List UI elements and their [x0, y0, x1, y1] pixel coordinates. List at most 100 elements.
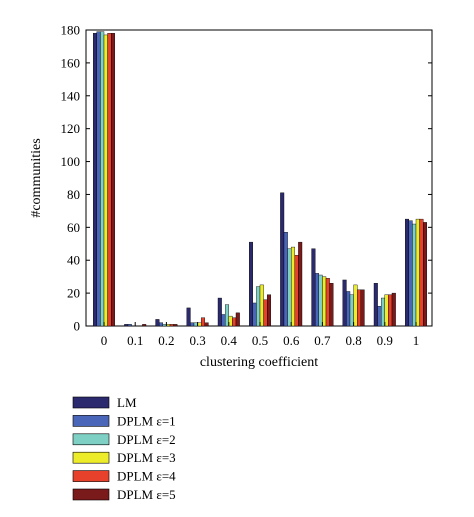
legend-swatch [72, 451, 110, 464]
bar-lm-0.8 [342, 279, 347, 327]
bar-dplm-ε=3-0.9 [384, 294, 389, 327]
x-tick-label: 0.1 [127, 333, 143, 348]
bar-dplm-ε=4-0 [107, 33, 112, 327]
legend-label: DPLM ε=5 [117, 487, 176, 502]
bars-group [92, 31, 428, 327]
bar-dplm-ε=1-0.7 [315, 273, 320, 327]
y-tick-label: 120 [61, 121, 81, 136]
y-tick-label: 20 [67, 286, 80, 301]
x-tick-label: 0.8 [345, 333, 361, 348]
y-tick-label: 180 [61, 23, 81, 38]
legend-label: DPLM ε=4 [117, 469, 176, 484]
bar-dplm-ε=5-0.3 [204, 322, 209, 327]
legend-label: LM [117, 395, 137, 410]
bar-dplm-ε=4-0.7 [325, 278, 330, 327]
bar-lm-0.5 [248, 241, 253, 327]
bar-dplm-ε=2-0.7 [318, 274, 323, 327]
y-tick-label: 80 [67, 187, 80, 202]
bar-dplm-ε=5-0.8 [360, 289, 365, 327]
bar-dplm-ε=5-1 [423, 222, 428, 327]
y-tick-label: 60 [67, 220, 80, 235]
bar-dplm-ε=3-0.3 [197, 322, 202, 327]
bar-dplm-ε=3-0 [103, 34, 108, 327]
bar-dplm-ε=3-0.4 [228, 315, 233, 327]
bar-dplm-ε=4-0.2 [169, 324, 174, 327]
bar-dplm-ε=2-0.6 [287, 248, 292, 327]
bar-lm-0.1 [124, 324, 129, 327]
bar-dplm-ε=3-0.7 [322, 276, 327, 327]
bar-dplm-ε=2-0 [100, 31, 105, 327]
x-tick-label: 1 [413, 333, 420, 348]
x-tick-label: 0 [101, 333, 108, 348]
bar-dplm-ε=5-0.9 [391, 292, 396, 327]
y-tick-label: 40 [67, 253, 80, 268]
bar-lm-0 [92, 33, 97, 327]
x-tick-label: 0.3 [189, 333, 205, 348]
x-axis-ticks: 0 0.1 0.2 0.3 0.4 0.5 0.6 0.7 0.8 0.9 1 [101, 322, 420, 348]
bar-dplm-ε=1-0.8 [346, 291, 351, 327]
bar-dplm-ε=1-0.1 [127, 324, 132, 327]
bar-dplm-ε=4-0.4 [232, 317, 237, 327]
bar-dplm-ε=1-0.6 [283, 232, 288, 327]
bar-dplm-ε=1-1 [408, 220, 413, 327]
bar-dplm-ε=4-0.5 [263, 299, 268, 327]
bar-dplm-ε=5-0.7 [329, 283, 334, 327]
bar-dplm-ε=4-1 [419, 218, 424, 327]
x-tick-label: 0.6 [283, 333, 300, 348]
legend-swatch [72, 415, 110, 427]
legend-label: DPLM ε=3 [117, 450, 176, 465]
bar-dplm-ε=3-0.6 [291, 246, 296, 327]
legend-swatch [72, 433, 110, 446]
legend-swatch [72, 396, 110, 409]
y-tick-label: 100 [61, 154, 81, 169]
bar-dplm-ε=4-0.6 [294, 255, 299, 327]
bar-dplm-ε=2-0.3 [193, 322, 198, 327]
bar-dplm-ε=4-0.9 [388, 294, 393, 327]
y-tick-label: 0 [74, 319, 81, 334]
bar-dplm-ε=1-0.5 [252, 302, 257, 327]
x-axis-label: clustering coefficient [200, 355, 318, 370]
bar-dplm-ε=2-0.4 [224, 304, 229, 327]
bar-dplm-ε=5-0.5 [267, 294, 272, 327]
bar-lm-0.2 [155, 319, 160, 327]
y-axis-ticks: 0 20 40 60 80 100 120 140 160 180 [61, 23, 432, 334]
bar-dplm-ε=4-0.8 [357, 289, 362, 327]
bar-dplm-ε=5-0.1 [142, 324, 147, 327]
bar-dplm-ε=3-0.5 [259, 284, 264, 327]
y-axis-label: #communities [29, 138, 44, 217]
x-tick-label: 0.4 [221, 333, 238, 348]
bar-lm-0.6 [280, 192, 285, 327]
bar-dplm-ε=1-0 [96, 31, 101, 327]
bar-dplm-ε=3-0.2 [166, 324, 171, 327]
plot-area [85, 29, 433, 327]
bar-dplm-ε=2-0.9 [381, 297, 386, 327]
x-tick-label: 0.2 [158, 333, 174, 348]
legend-swatch [72, 470, 110, 482]
bar-dplm-ε=2-1 [412, 223, 417, 327]
bar-dplm-ε=2-0.8 [349, 294, 354, 327]
bar-lm-0.4 [217, 297, 222, 327]
bar-dplm-ε=5-0.2 [173, 324, 178, 327]
bar-dplm-ε=1-0.9 [377, 306, 382, 327]
x-tick-label: 0.5 [252, 333, 268, 348]
y-tick-label: 160 [61, 55, 81, 70]
bar-dplm-ε=5-0.4 [235, 312, 240, 327]
bar-lm-0.9 [373, 283, 378, 327]
bar-dplm-ε=1-0.4 [221, 314, 226, 327]
bar-lm-0.7 [311, 248, 316, 327]
bar-lm-1 [405, 218, 410, 327]
legend: LM DPLM ε=1 DPLM ε=2 DPLM ε=3 DPLM ε=4 DPLM ε… [72, 395, 176, 502]
x-tick-label: 0.9 [377, 333, 393, 348]
bar-dplm-ε=1-0.3 [190, 322, 195, 327]
bar-dplm-ε=2-0.2 [162, 324, 167, 327]
bar-dplm-ε=5-0 [110, 33, 115, 327]
bar-dplm-ε=3-0.8 [353, 284, 358, 327]
legend-label: DPLM ε=2 [117, 432, 176, 447]
y-tick-label: 140 [61, 88, 81, 103]
bar-dplm-ε=4-0.3 [200, 317, 205, 327]
bar-dplm-ε=1-0.2 [158, 322, 163, 327]
legend-swatch [72, 488, 110, 501]
bar-dplm-ε=3-1 [415, 218, 420, 327]
bar-dplm-ε=2-0.5 [256, 286, 261, 327]
